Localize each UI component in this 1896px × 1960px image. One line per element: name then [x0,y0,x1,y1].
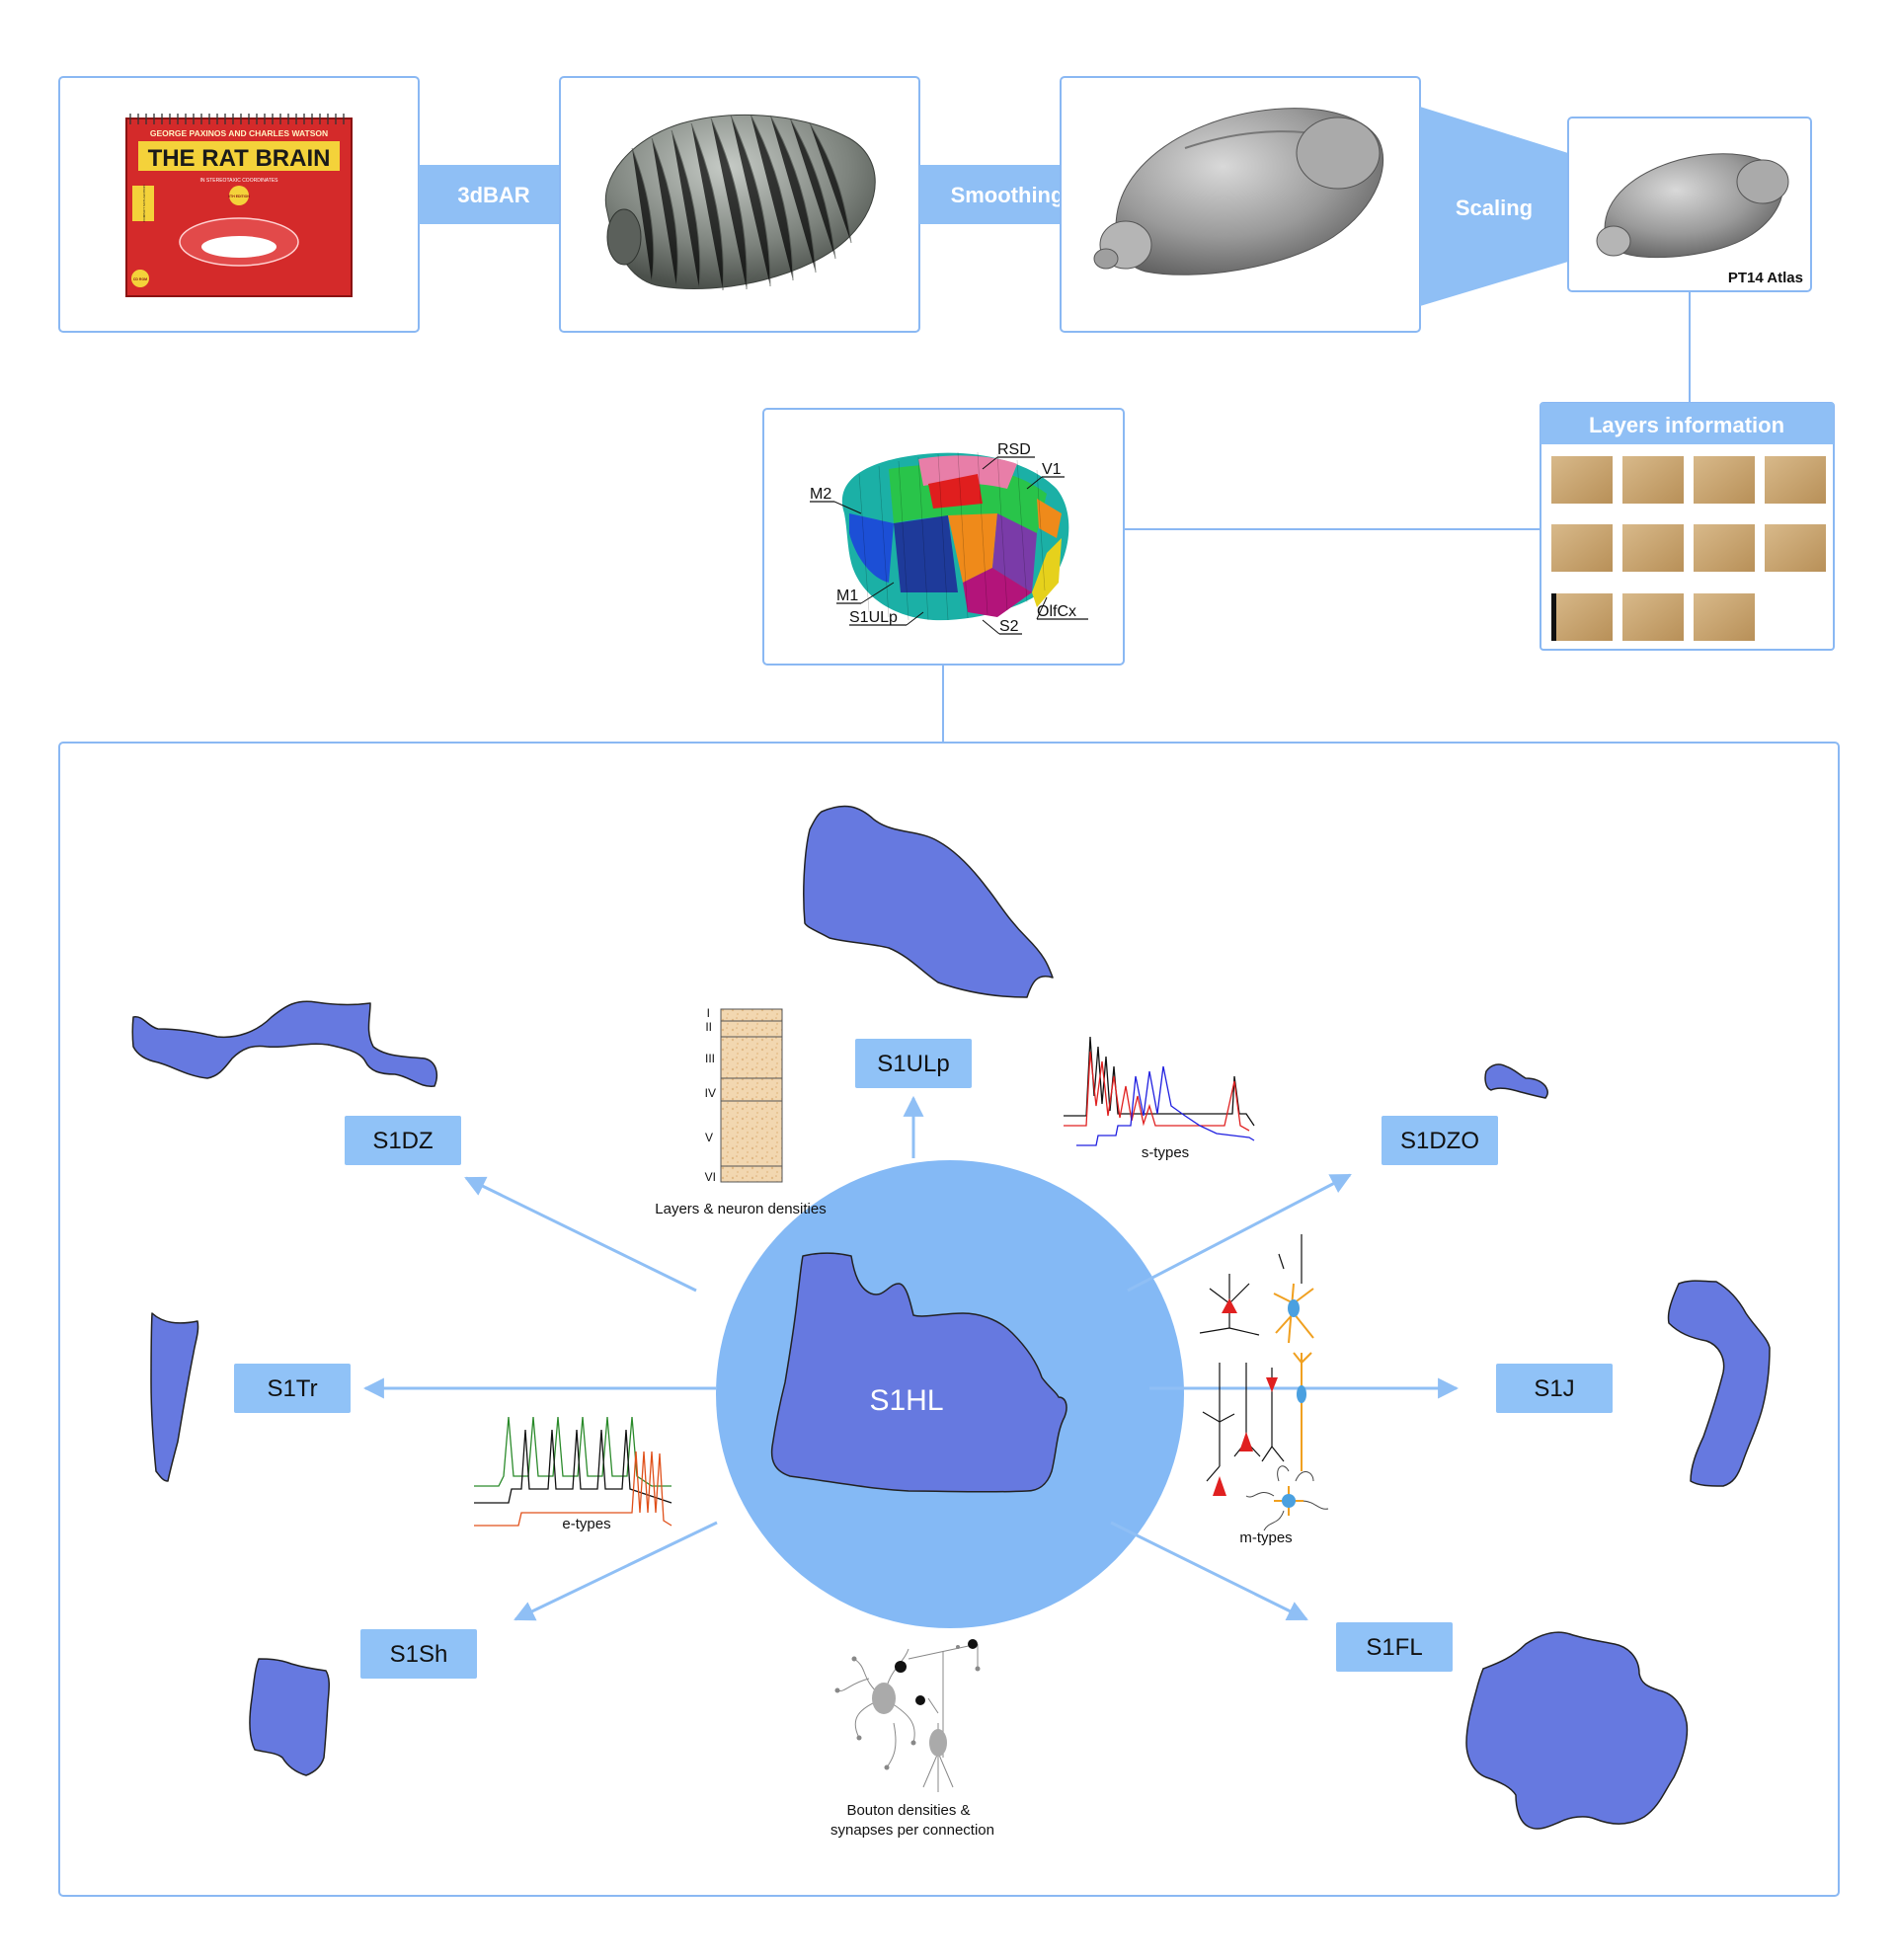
histology-slice [1765,524,1826,572]
layer-v: V [705,1131,713,1144]
histology-slice [1622,524,1684,572]
step-label-scaling: Scaling [1456,196,1533,220]
region-shapes [131,805,1771,1830]
cortex-region-labels: M2 RSD V1 M1 S1ULp S2 OlfCx [810,441,1088,635]
target-label-s1j: S1J [1534,1375,1574,1402]
layers-info-title: Layers information [1589,413,1784,437]
layer-i: I [707,1006,710,1020]
region-shape-s1fl [1465,1631,1689,1830]
histology-slice [1622,593,1684,641]
histology-slice [1765,456,1826,504]
region-shape-s1tr [150,1312,199,1482]
layers-densities-figure: I II III IV V VI Layers & neuron densiti… [655,1006,826,1217]
target-box-s1fl [1336,1622,1453,1672]
bouton-figure: Bouton densities & synapses per connecti… [830,1639,994,1839]
book-cd-badge: CD ROM [133,277,147,281]
target-label-s1ulp: S1ULp [877,1051,949,1077]
region-label-s1ulp: S1ULp [849,609,898,626]
e-types-caption: e-types [562,1516,610,1532]
region-shape-s1ulp [803,805,1054,998]
histology-slice [1694,456,1755,504]
histology-slice [1694,593,1755,641]
histology-slice [1622,456,1684,504]
center-label: S1HL [869,1384,943,1417]
target-label-s1dzo: S1DZO [1400,1128,1479,1154]
bouton-caption-line1: Bouton densities & [846,1802,970,1819]
target-box-s1dz [345,1116,461,1165]
bouton-caption-line2: synapses per connection [830,1822,994,1839]
region-label-olfcx: OlfCx [1037,603,1076,620]
layers-info-header [1540,403,1834,444]
step-label-3dbar: 3dBAR [457,183,529,207]
region-label-m2: M2 [810,486,831,503]
smoothed-brain-model [1093,108,1384,275]
book-title: THE RAT BRAIN [148,145,331,172]
cortex-atlas-model [841,451,1069,621]
book-compact-badge: COMPACT SIXTH EDITION [142,185,146,221]
rat-brain-book: GEORGE PAXINOS AND CHARLES WATSON THE RA… [125,114,353,297]
target-box-s1j [1496,1364,1613,1413]
book-edition-badge: 6TH EDITION [228,195,250,198]
book-subtitle: IN STEREOTAXIC COORDINATES [200,178,279,184]
region-shape-s1sh [249,1658,330,1776]
region-shape-s1hl [770,1252,1067,1493]
pt14-atlas-caption: PT14 Atlas [1728,270,1803,286]
region-shape-s1j [1667,1280,1771,1487]
m-types-figure: m-types [1199,1234,1329,1546]
histology-slice [1551,593,1613,641]
histology-slice [1694,524,1755,572]
target-label-s1dz: S1DZ [372,1128,433,1154]
region-label-rsd: RSD [997,441,1031,458]
region-label-v1: V1 [1042,461,1062,478]
pt14-brain-model [1596,153,1789,259]
step-label-smoothing: Smoothing [951,183,1065,207]
histology-slice [1551,524,1613,572]
histology-slices [1551,456,1826,641]
region-label-m1: M1 [836,588,858,604]
histology-slice [1551,456,1613,504]
arrow-to-s1sh [514,1521,718,1621]
target-box-s1sh [360,1629,477,1679]
target-label-s1tr: S1Tr [267,1375,317,1402]
m-types-caption: m-types [1239,1529,1292,1546]
layer-iii: III [705,1052,715,1065]
target-label-boxes: S1ULp S1DZ S1DZO S1Tr S1J S1Sh S1FL [234,1039,1613,1679]
region-label-s2: S2 [999,618,1019,635]
target-label-s1fl: S1FL [1366,1634,1422,1661]
region-shape-s1dzo [1484,1063,1548,1099]
layers-densities-caption: Layers & neuron densities [655,1201,826,1217]
book-authors: GEORGE PAXINOS AND CHARLES WATSON [150,128,328,138]
target-box-s1dzo [1382,1116,1498,1165]
s-types-figure: s-types [1064,1036,1255,1161]
target-label-s1sh: S1Sh [390,1641,448,1668]
arrow-to-s1dz [464,1176,697,1293]
e-types-figure: e-types [474,1416,672,1532]
region-shape-s1dz [131,1000,437,1087]
target-box-s1ulp [855,1039,972,1088]
raw-brain-model [604,114,876,291]
layer-vi: VI [705,1170,716,1184]
s-types-caption: s-types [1142,1144,1189,1161]
target-box-s1tr [234,1364,351,1413]
arrow-to-s1fl [1110,1521,1308,1621]
arrow-scaling [1420,107,1568,306]
layer-ii: II [705,1020,712,1034]
arrow-3dbar [419,156,596,233]
layer-iv: IV [705,1086,716,1100]
arrow-to-s1dzo [1127,1173,1352,1293]
